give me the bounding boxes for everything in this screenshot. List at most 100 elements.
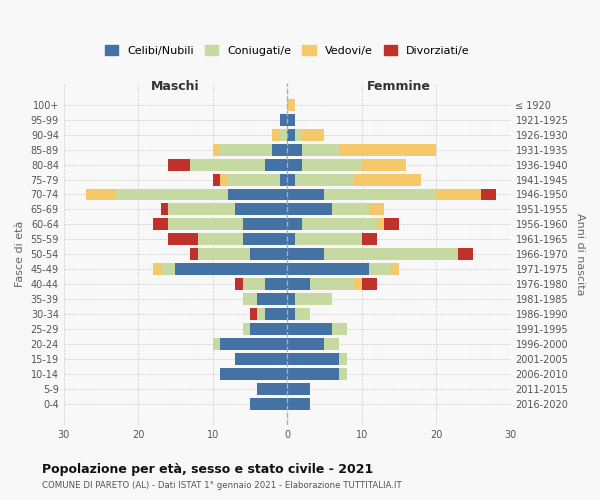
Bar — [287, 338, 325, 350]
Bar — [242, 218, 287, 230]
Bar — [220, 144, 272, 156]
Bar — [257, 293, 287, 305]
Bar — [325, 248, 458, 260]
Bar — [295, 308, 310, 320]
Text: Femmine: Femmine — [367, 80, 431, 93]
Bar — [362, 234, 377, 245]
Bar — [295, 234, 362, 245]
Bar — [153, 218, 168, 230]
Text: Popolazione per età, sesso e stato civile - 2021: Popolazione per età, sesso e stato civil… — [42, 462, 373, 475]
Bar — [302, 218, 377, 230]
Bar — [369, 204, 384, 216]
Bar — [362, 278, 377, 290]
Bar — [265, 278, 287, 290]
Bar — [287, 99, 295, 111]
Bar — [220, 338, 287, 350]
Bar — [168, 234, 198, 245]
Bar — [295, 174, 354, 186]
Legend: Celibi/Nubili, Coniugati/e, Vedovi/e, Divorziati/e: Celibi/Nubili, Coniugati/e, Vedovi/e, Di… — [101, 41, 474, 60]
Bar — [235, 353, 287, 365]
Bar — [280, 114, 287, 126]
Y-axis label: Anni di nascita: Anni di nascita — [575, 213, 585, 296]
Bar — [340, 353, 347, 365]
Bar — [250, 323, 287, 335]
Bar — [287, 129, 295, 140]
Bar — [190, 248, 198, 260]
Bar — [161, 263, 175, 275]
Bar — [332, 323, 347, 335]
Bar — [340, 368, 347, 380]
Bar — [377, 218, 384, 230]
Bar — [287, 293, 295, 305]
Bar — [287, 308, 295, 320]
Bar — [362, 158, 406, 170]
Bar — [354, 174, 421, 186]
Bar — [287, 174, 295, 186]
Bar — [302, 129, 325, 140]
Bar — [153, 263, 161, 275]
Bar — [198, 248, 250, 260]
Bar — [295, 129, 302, 140]
Bar — [481, 188, 496, 200]
Bar — [332, 204, 369, 216]
Bar — [287, 114, 295, 126]
Bar — [242, 278, 265, 290]
Bar — [235, 204, 287, 216]
Bar — [287, 353, 340, 365]
Bar — [250, 248, 287, 260]
Bar — [220, 174, 227, 186]
Text: Maschi: Maschi — [151, 80, 200, 93]
Bar — [369, 263, 391, 275]
Text: COMUNE DI PARETO (AL) - Dati ISTAT 1° gennaio 2021 - Elaborazione TUTTITALIA.IT: COMUNE DI PARETO (AL) - Dati ISTAT 1° ge… — [42, 480, 401, 490]
Bar — [272, 129, 280, 140]
Bar — [235, 278, 242, 290]
Bar — [354, 278, 362, 290]
Bar — [198, 234, 242, 245]
Bar — [458, 248, 473, 260]
Bar — [287, 382, 310, 394]
Bar — [242, 323, 250, 335]
Bar — [287, 144, 302, 156]
Bar — [325, 338, 340, 350]
Bar — [227, 174, 280, 186]
Bar — [213, 338, 220, 350]
Bar — [287, 188, 325, 200]
Bar — [213, 174, 220, 186]
Bar — [310, 278, 354, 290]
Bar — [242, 293, 257, 305]
Bar — [116, 188, 227, 200]
Bar — [257, 382, 287, 394]
Bar — [287, 218, 302, 230]
Bar — [287, 263, 369, 275]
Bar — [161, 204, 168, 216]
Bar — [436, 188, 481, 200]
Bar — [242, 234, 287, 245]
Bar — [250, 398, 287, 409]
Bar — [287, 398, 310, 409]
Bar — [213, 144, 220, 156]
Bar — [190, 158, 265, 170]
Y-axis label: Fasce di età: Fasce di età — [15, 221, 25, 288]
Bar — [302, 158, 362, 170]
Bar — [265, 308, 287, 320]
Bar — [391, 263, 399, 275]
Bar — [250, 308, 257, 320]
Bar — [287, 323, 332, 335]
Bar — [86, 188, 116, 200]
Bar — [287, 278, 310, 290]
Bar — [227, 188, 287, 200]
Bar — [168, 218, 242, 230]
Bar — [280, 174, 287, 186]
Bar — [175, 263, 287, 275]
Bar — [287, 234, 295, 245]
Bar — [287, 204, 332, 216]
Bar — [302, 144, 340, 156]
Bar — [257, 308, 265, 320]
Bar — [287, 248, 325, 260]
Bar — [280, 129, 287, 140]
Bar — [287, 158, 302, 170]
Bar — [295, 293, 332, 305]
Bar — [272, 144, 287, 156]
Bar — [325, 188, 436, 200]
Bar — [265, 158, 287, 170]
